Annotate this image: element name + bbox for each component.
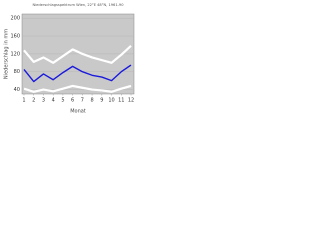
line-series bbox=[23, 84, 132, 93]
y-axis-title: Niederschlag in mm bbox=[4, 29, 10, 79]
y-tick-label: 200 bbox=[10, 16, 20, 22]
chart: Niederschlagsspektrum Wien, 22°E 48°N, 1… bbox=[4, 3, 135, 115]
x-tick-label: 3 bbox=[42, 98, 45, 104]
y-tick-label: 160 bbox=[10, 34, 20, 40]
x-axis-title: Monat bbox=[70, 109, 86, 115]
x-tick-label: 5 bbox=[61, 98, 64, 104]
chart-title: Niederschlagsspektrum Wien, 22°E 48°N, 1… bbox=[33, 3, 125, 7]
x-tick-label: 6 bbox=[71, 98, 74, 104]
x-tick-label: 2 bbox=[32, 98, 35, 104]
x-tick-label: 10 bbox=[108, 98, 114, 104]
line-series bbox=[23, 64, 132, 83]
y-tick-label: 80 bbox=[14, 69, 20, 75]
x-tick-label: 4 bbox=[52, 98, 55, 104]
x-tick-label: 11 bbox=[118, 98, 124, 104]
y-tick-label: 40 bbox=[14, 87, 20, 93]
x-tick-label: 7 bbox=[81, 98, 84, 104]
x-tick-label: 9 bbox=[100, 98, 103, 104]
y-tick-label: 120 bbox=[10, 51, 20, 57]
line-series bbox=[23, 45, 132, 64]
x-tick-label: 12 bbox=[128, 98, 134, 104]
x-tick-label: 8 bbox=[90, 98, 93, 104]
x-tick-label: 1 bbox=[22, 98, 25, 104]
